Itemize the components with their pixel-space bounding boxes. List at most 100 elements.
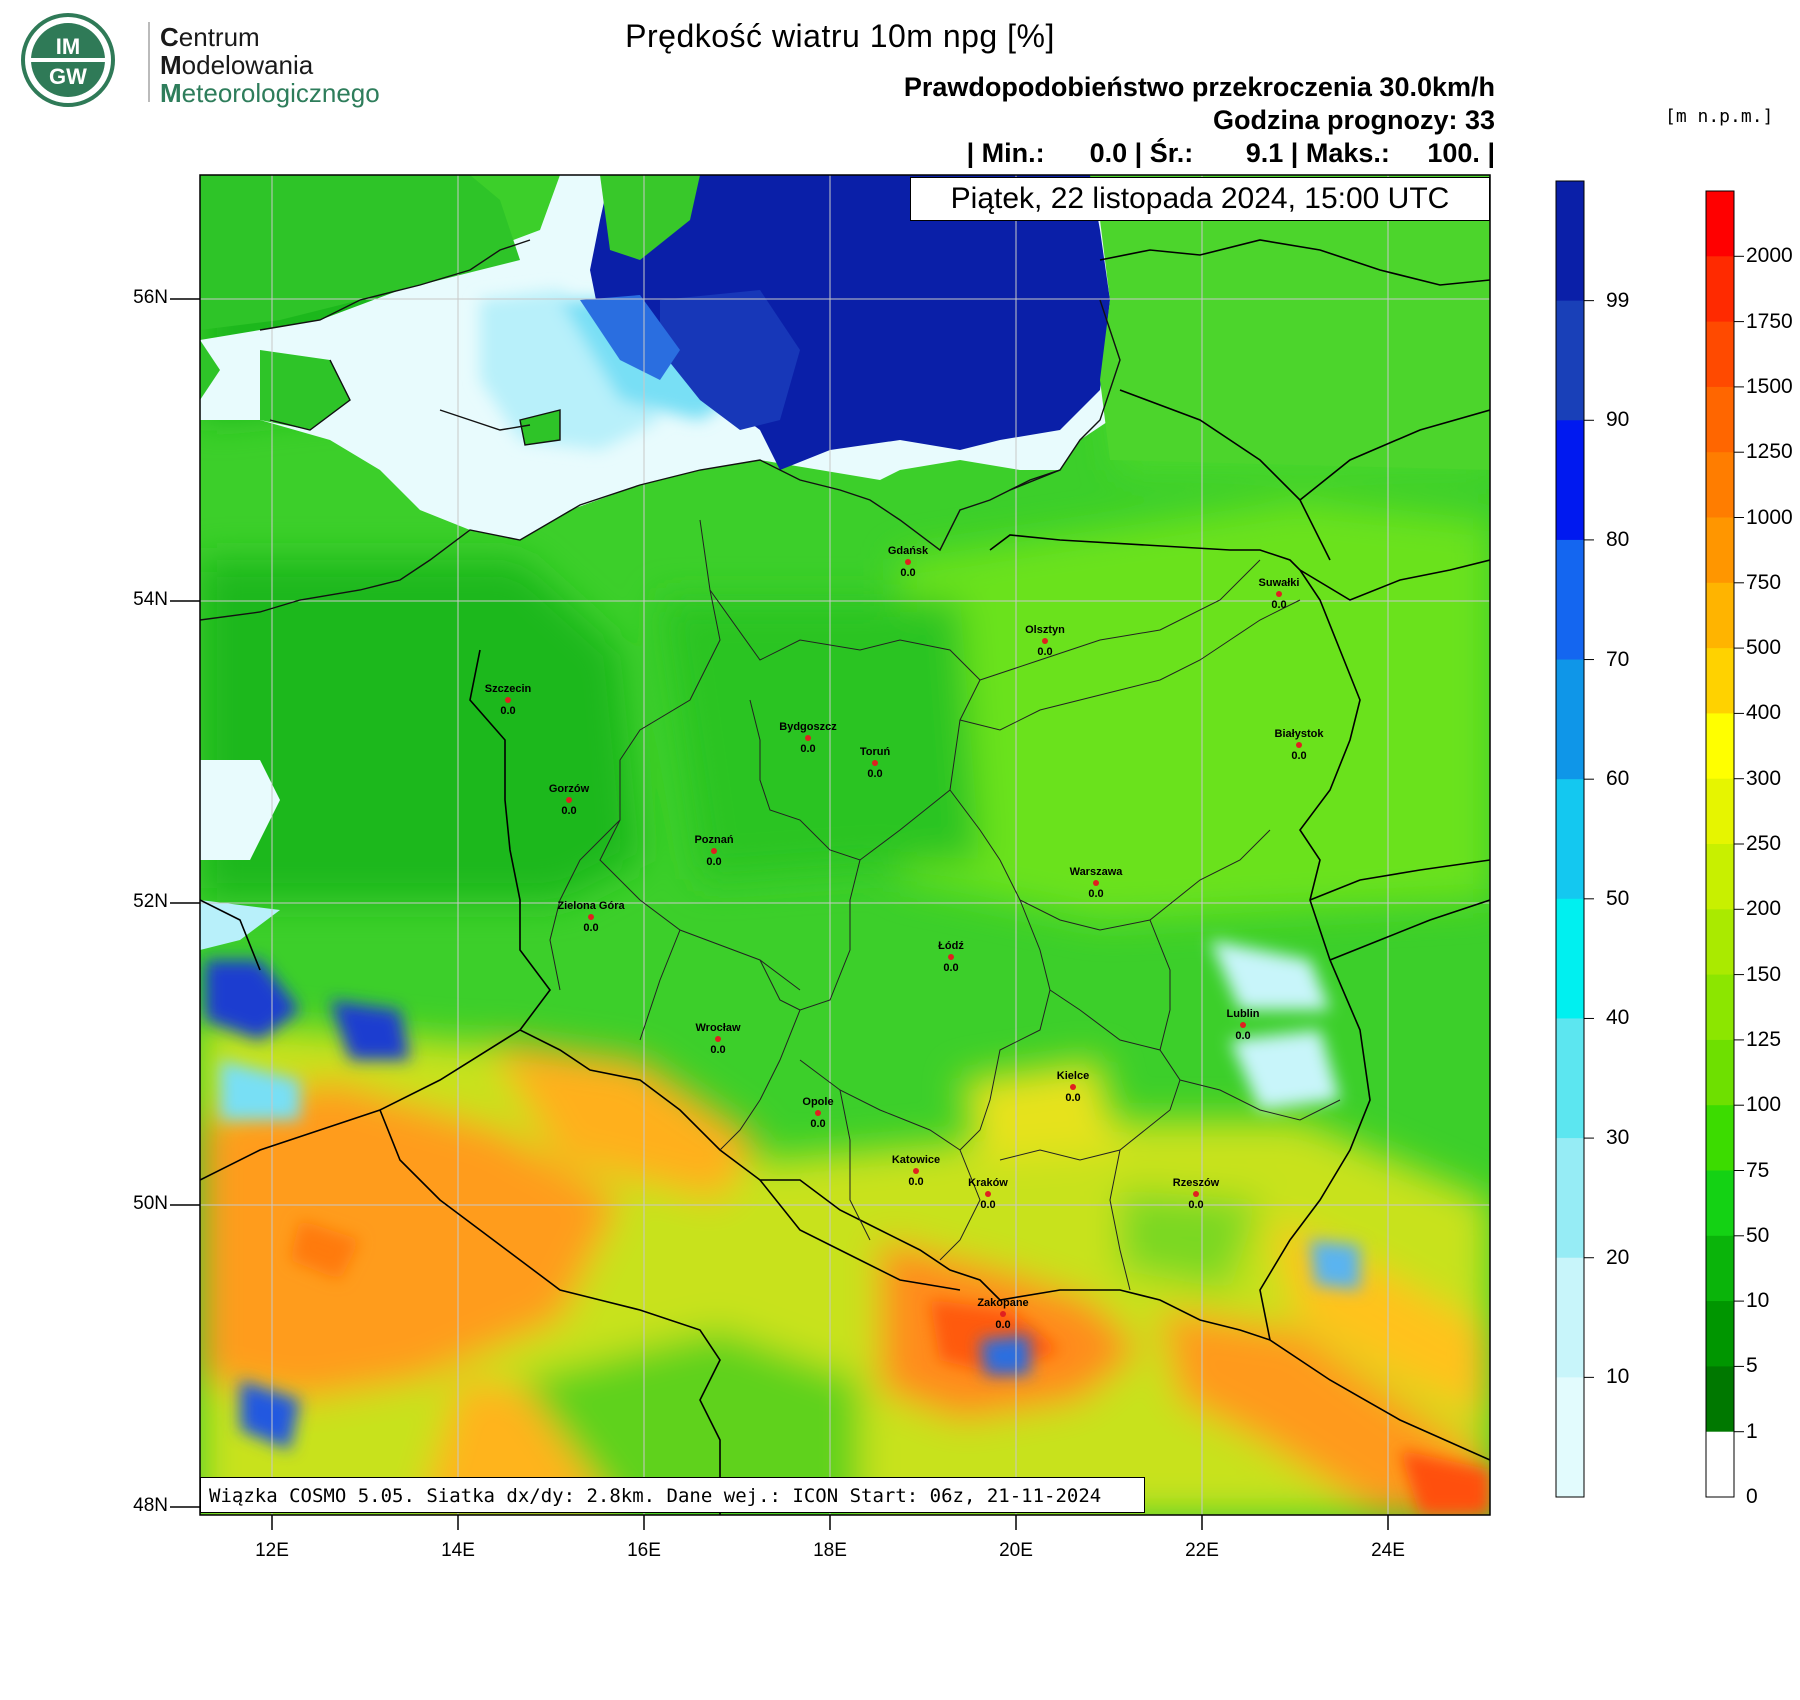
city-name: Zakopane (977, 1297, 1029, 1309)
country-borders (200, 239, 1490, 1515)
elevation-unit-label: [m n.p.m.] (1665, 106, 1774, 127)
elevation-colorbar-label: 2000 (1746, 244, 1793, 268)
elevation-colorbar-segment (1706, 1105, 1734, 1171)
city-marker: Opole 0.0 (758, 1095, 878, 1131)
probability-colorbar-label: 70 (1606, 647, 1630, 671)
probability-colorbar-label: 20 (1606, 1245, 1630, 1269)
elevation-colorbar-label: 1750 (1746, 309, 1793, 333)
forecast-hour: Godzina prognozy: 33 (1212, 105, 1495, 135)
model-info-box: Wiązka COSMO 5.05. Siatka dx/dy: 2.8km. … (200, 1477, 1145, 1513)
probability-colorbar-label: 10 (1606, 1365, 1630, 1389)
elevation-colorbar-label: 1 (1746, 1419, 1758, 1443)
city-dot-icon (505, 697, 511, 703)
valid-date-box: Piątek, 22 listopada 2024, 15:00 UTC (910, 177, 1490, 221)
city-name: Suwałki (1258, 577, 1300, 589)
city-name: Łódź (938, 940, 964, 952)
elevation-colorbar-label: 500 (1746, 636, 1782, 660)
elevation-colorbar-segment (1706, 1235, 1734, 1302)
elevation-colorbar-label: 0 (1746, 1485, 1758, 1508)
city-marker: Poznań 0.0 (654, 833, 774, 869)
elevation-colorbar-segment (1706, 1301, 1734, 1367)
elevation-colorbar-label: 200 (1746, 897, 1782, 921)
city-value: 0.0 (1188, 1199, 1204, 1211)
city-value: 0.0 (908, 1176, 924, 1188)
elevation-colorbar-label: 300 (1746, 766, 1782, 790)
imgw-logo: IM GW Centrum Modelowania Meteorologiczn… (10, 10, 380, 110)
probability-colorbar-segment (1556, 539, 1584, 661)
city-value: 0.0 (1065, 1092, 1081, 1104)
probability-colorbar-segment (1556, 300, 1584, 421)
city-value: 0.0 (1037, 646, 1053, 658)
city-value: 0.0 (710, 1044, 726, 1056)
city-name: Rzeszów (1172, 1177, 1220, 1189)
city-value: 0.0 (867, 768, 883, 780)
elevation-colorbar-label: 1000 (1746, 505, 1793, 529)
city-dot-icon (872, 760, 878, 766)
city-value: 0.0 (1271, 599, 1287, 611)
graticule (200, 175, 1490, 1515)
city-marker: Suwałki 0.0 (1219, 576, 1339, 612)
city-marker: Szczecin 0.0 (448, 682, 568, 718)
elevation-colorbar-frame (1705, 190, 1735, 1498)
lat-label-52: 52N (133, 891, 168, 912)
probability-colorbar-segment (1556, 1377, 1584, 1498)
city-name: Wrocław (695, 1022, 741, 1034)
city-dot-icon (715, 1036, 721, 1042)
city-marker: Wrocław 0.0 (658, 1021, 778, 1057)
probability-colorbar-label: 80 (1606, 527, 1630, 551)
probability-colorbar-segment (1556, 420, 1584, 541)
probability-colorbar-segment (1556, 659, 1584, 780)
city-marker: Katowice 0.0 (856, 1153, 976, 1189)
probability-colorbar-segment (1556, 1257, 1584, 1378)
elevation-colorbar-segment (1706, 452, 1734, 518)
elevation-colorbar-segment (1706, 1170, 1734, 1237)
city-value: 0.0 (995, 1319, 1011, 1331)
elevation-colorbar-segment (1706, 648, 1734, 714)
city-dot-icon (985, 1191, 991, 1197)
probability-colorbar-label: 30 (1606, 1126, 1630, 1150)
city-dot-icon (588, 914, 594, 920)
chart-title: Prędkość wiatru 10m npg [%] (625, 18, 1055, 54)
city-dot-icon (805, 735, 811, 741)
logo-line-3: Meteorologicznego (160, 78, 380, 108)
city-dot-icon (566, 797, 572, 803)
imgw-badge-icon: IM GW (21, 13, 115, 107)
city-dot-icon (1042, 638, 1048, 644)
city-name: Zielona Góra (557, 900, 625, 912)
stats-line: | Min.: 0.0 | Śr.: 9.1 | Maks.: 100. | (966, 138, 1495, 168)
elevation-colorbar-label: 50 (1746, 1223, 1770, 1247)
probability-colorbar-label: 50 (1606, 886, 1630, 910)
city-value: 0.0 (800, 743, 816, 755)
elevation-colorbar-label: 1250 (1746, 440, 1793, 464)
logo-divider (148, 22, 150, 102)
map-field (200, 175, 1490, 1515)
city-name: Gorzów (548, 783, 590, 795)
badge-bottom-text: GW (49, 64, 87, 89)
elevation-colorbar-segment (1706, 713, 1734, 780)
city-marker: Białystok 0.0 (1239, 727, 1359, 763)
city-name: Olsztyn (1025, 624, 1065, 636)
city-name: Poznań (694, 834, 734, 846)
elevation-colorbar-label: 1500 (1746, 374, 1793, 398)
elevation-colorbar-label: 10 (1746, 1289, 1770, 1313)
city-value: 0.0 (1291, 750, 1307, 762)
elevation-colorbar-label: 250 (1746, 832, 1782, 855)
probability-colorbar (1555, 180, 1594, 1498)
city-dot-icon (1276, 591, 1282, 597)
lon-label-22: 22E (1185, 1540, 1219, 1561)
probability-colorbar-frame (1555, 180, 1585, 1498)
lon-label-16: 16E (627, 1540, 661, 1561)
city-dot-icon (1240, 1022, 1246, 1028)
elevation-colorbar-segment (1706, 909, 1734, 976)
lon-label-12: 12E (255, 1540, 289, 1561)
elevation-colorbar-segment (1706, 386, 1734, 453)
city-marker: Kielce 0.0 (1013, 1069, 1133, 1105)
probability-colorbar-segment (1556, 779, 1584, 900)
city-value: 0.0 (706, 856, 722, 868)
elevation-colorbar-segment (1706, 844, 1734, 910)
probability-colorbar-segment (1556, 898, 1584, 1019)
elevation-colorbar-label: 75 (1746, 1158, 1770, 1182)
city-marker: Bydgoszcz 0.0 (748, 720, 868, 756)
city-dot-icon (1193, 1191, 1199, 1197)
